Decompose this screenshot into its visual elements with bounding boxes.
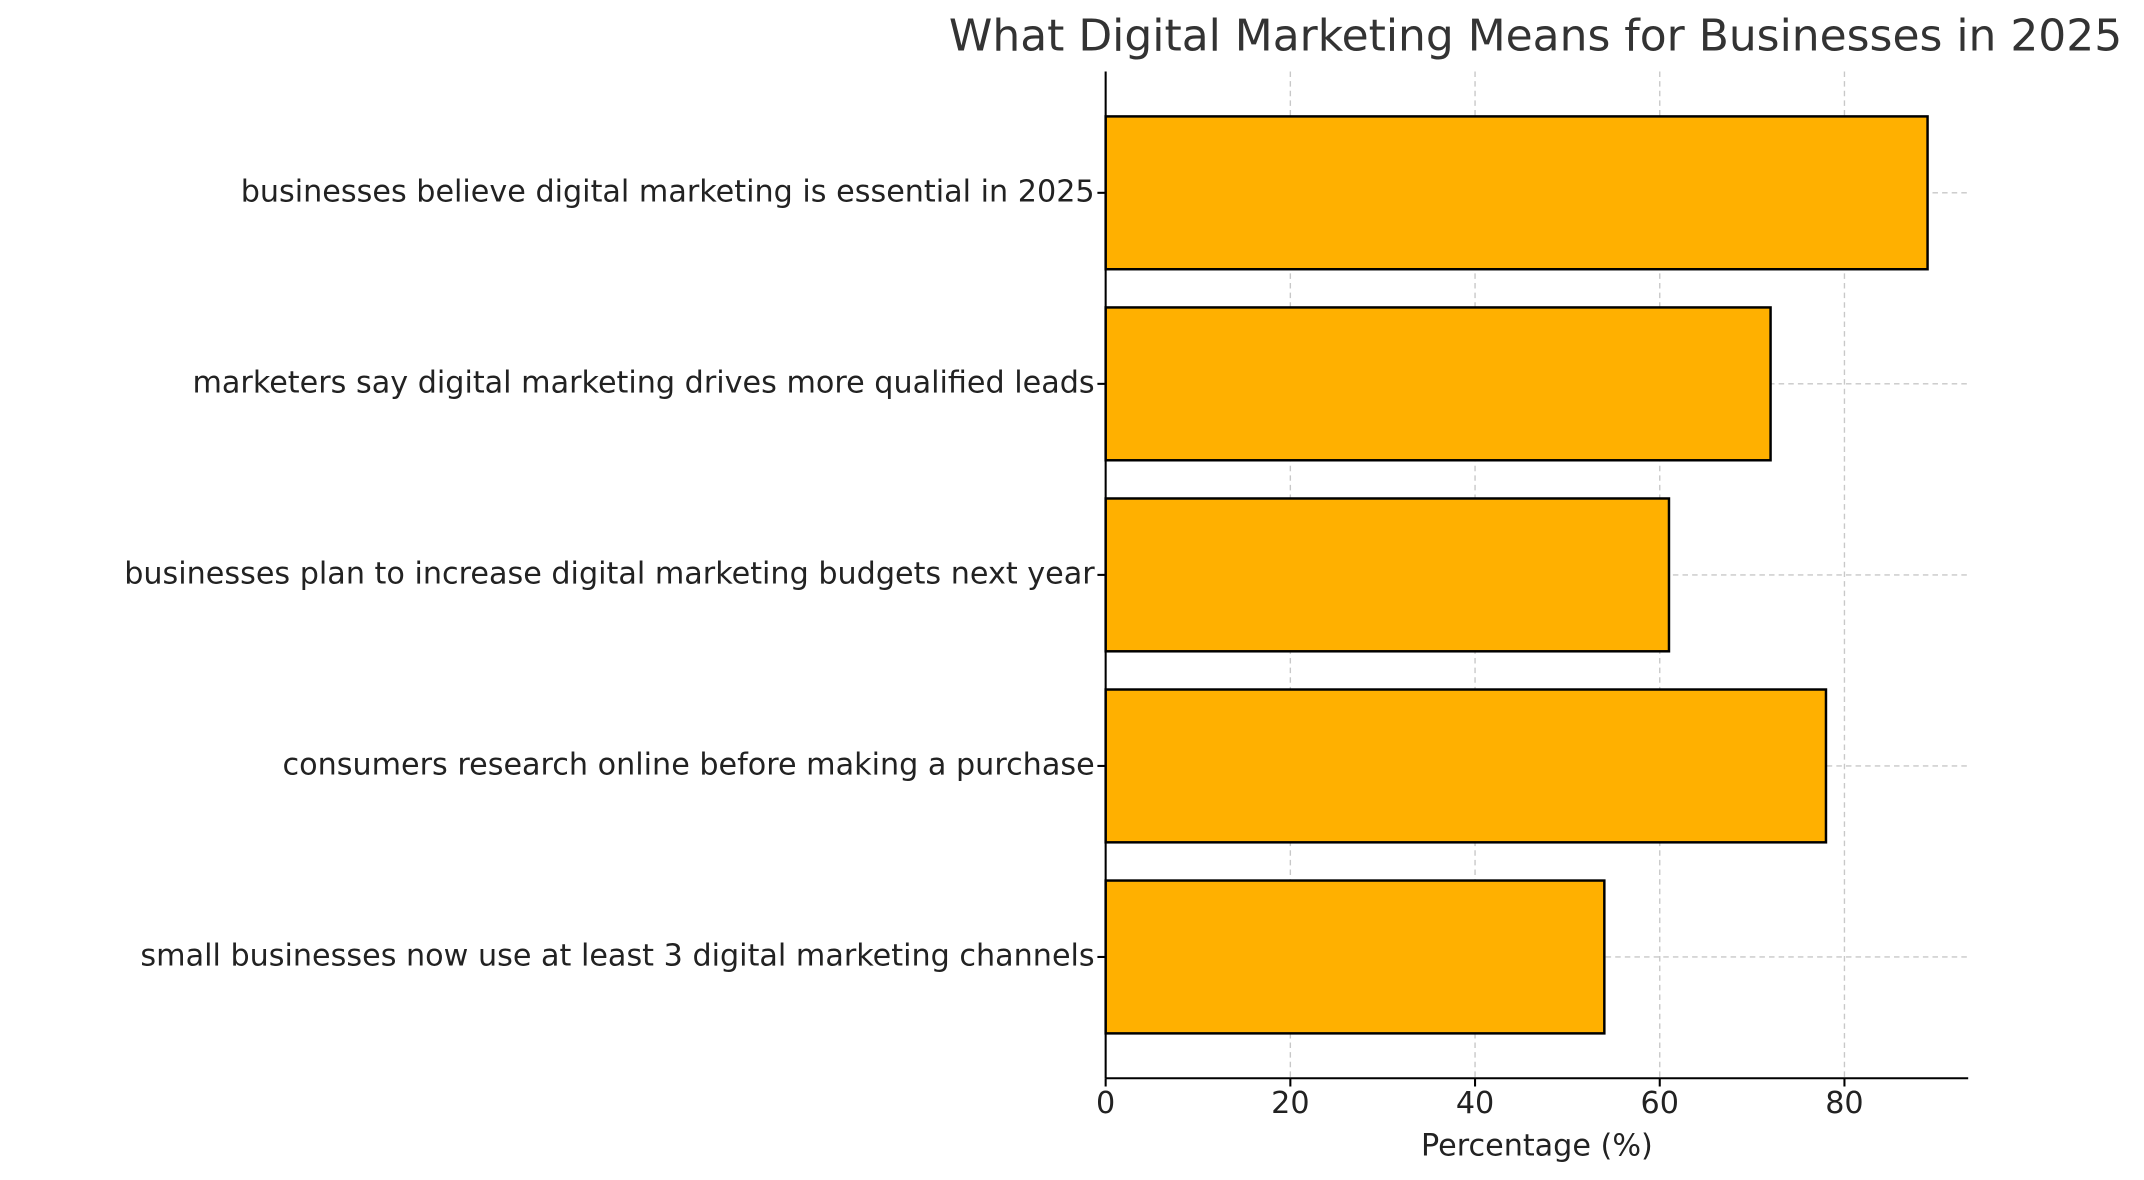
y-tick-label: small businesses now use at least 3 digi… xyxy=(140,938,1094,973)
x-tick-label: 40 xyxy=(1456,1086,1494,1121)
bar xyxy=(1104,688,1828,844)
bar xyxy=(1104,115,1929,271)
bar xyxy=(1104,879,1606,1035)
x-axis-label: Percentage (%) xyxy=(1421,1128,1653,1163)
bar xyxy=(1104,497,1671,653)
x-tick-label: 80 xyxy=(1825,1086,1863,1121)
x-tick-label: 60 xyxy=(1641,1086,1679,1121)
y-tick-label: businesses plan to increase digital mark… xyxy=(124,556,1095,591)
y-tick-label: businesses believe digital marketing is … xyxy=(241,174,1095,209)
chart-title: What Digital Marketing Means for Busines… xyxy=(949,11,2122,62)
x-tick-label: 20 xyxy=(1271,1086,1309,1121)
y-tick-label: marketers say digital marketing drives m… xyxy=(192,365,1094,400)
y-tick-label: consumers research online before making … xyxy=(283,747,1095,782)
x-tick-label: 0 xyxy=(1096,1086,1115,1121)
bar xyxy=(1104,306,1772,462)
